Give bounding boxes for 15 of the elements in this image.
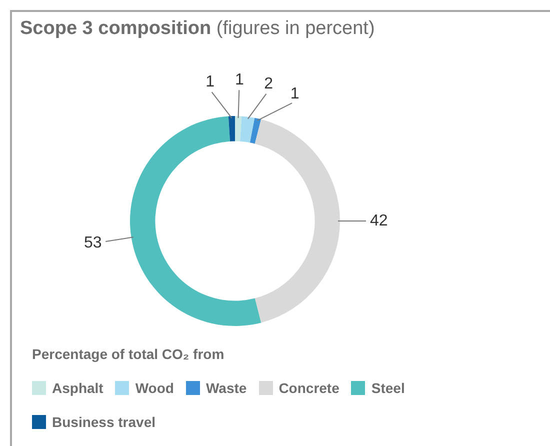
legend-title: Percentage of total CO₂ from [32,346,226,362]
data-label: 1 [206,74,215,91]
legend-label: Steel [371,380,405,396]
legend-label: Business travel [52,414,156,430]
data-label: 42 [370,212,388,230]
legend-label: Waste [206,380,247,396]
legend-label: Asphalt [52,380,104,396]
data-label: 1 [290,85,300,102]
chart-subtitle: (figures in percent) [215,18,375,39]
data-label: 1 [234,71,244,88]
chart-title: Scope 3 composition [20,18,212,39]
data-label: 53 [84,234,102,252]
legend-label: Wood [135,380,174,396]
legend-label: Concrete [278,380,340,396]
data-label: 2 [264,75,274,92]
